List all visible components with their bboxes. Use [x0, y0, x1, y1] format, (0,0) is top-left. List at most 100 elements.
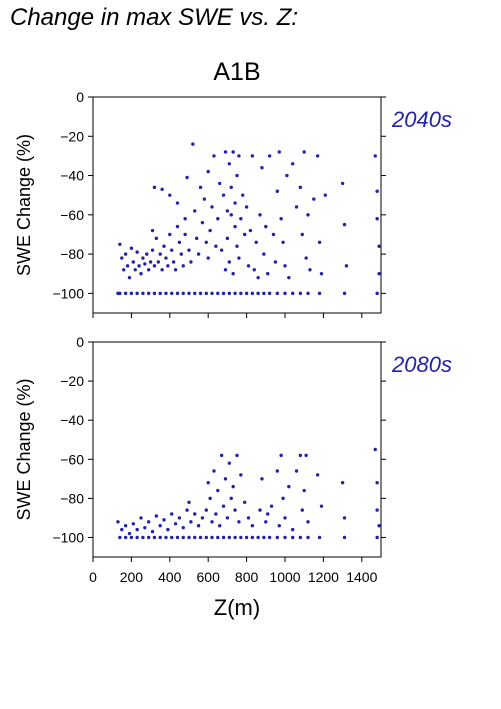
y-axis-label: SWE Change (%)	[14, 378, 34, 520]
data-point	[177, 516, 182, 520]
data-point	[118, 535, 122, 540]
data-point	[171, 260, 176, 264]
data-point	[196, 252, 201, 256]
data-point	[212, 154, 216, 158]
data-point	[154, 236, 159, 241]
plot-frame	[92, 96, 382, 314]
data-point	[323, 193, 328, 197]
data-point	[377, 272, 381, 276]
data-point	[225, 516, 230, 520]
data-point	[187, 248, 191, 252]
data-point	[181, 291, 185, 296]
data-point	[143, 525, 147, 530]
data-point	[135, 250, 139, 254]
data-point	[225, 209, 230, 213]
data-point	[202, 197, 207, 201]
data-point	[170, 248, 174, 252]
data-point	[193, 512, 197, 516]
data-point	[266, 272, 270, 276]
data-point	[221, 193, 226, 197]
y-tick-label: 0	[76, 334, 84, 350]
data-point	[210, 520, 214, 524]
y-tick-label: −100	[52, 285, 84, 301]
data-point	[152, 535, 157, 540]
data-point	[306, 520, 310, 524]
data-point	[135, 291, 139, 296]
data-point	[225, 236, 230, 241]
data-point	[181, 535, 185, 540]
data-point	[244, 291, 249, 296]
data-point	[123, 291, 128, 296]
data-point	[214, 512, 218, 516]
data-point	[141, 256, 145, 260]
data-point	[233, 291, 237, 296]
data-point	[204, 535, 208, 540]
data-point	[342, 535, 347, 540]
data-point	[214, 244, 218, 248]
data-point	[129, 246, 134, 250]
data-point	[179, 252, 184, 256]
data-point	[148, 260, 153, 264]
data-point	[125, 264, 130, 268]
data-point	[290, 162, 295, 166]
data-point	[317, 535, 322, 540]
data-point	[206, 256, 210, 260]
scenario-label: A1B	[213, 58, 260, 86]
data-point	[281, 240, 285, 245]
data-point	[200, 516, 205, 520]
data-point	[315, 473, 320, 477]
data-point	[294, 469, 299, 473]
data-point	[227, 260, 232, 264]
data-point	[216, 217, 220, 221]
data-point	[300, 508, 304, 512]
period-label: 2080s	[391, 352, 452, 377]
data-point	[375, 508, 379, 512]
data-point	[283, 516, 287, 520]
data-point	[120, 256, 124, 260]
data-point	[116, 520, 120, 524]
data-point	[219, 248, 224, 252]
data-point	[342, 222, 347, 227]
data-point	[235, 173, 239, 178]
data-point	[241, 193, 245, 197]
data-point	[242, 500, 247, 504]
data-point	[158, 524, 162, 528]
data-point	[267, 535, 272, 540]
y-tick-label: −80	[60, 246, 84, 262]
data-point	[177, 240, 182, 245]
data-point	[229, 185, 233, 190]
data-point	[266, 512, 270, 516]
data-point	[250, 154, 255, 158]
y-tick-label: 0	[76, 89, 84, 105]
data-point	[223, 268, 228, 272]
data-point	[135, 527, 139, 532]
data-point	[168, 193, 172, 197]
data-point	[377, 244, 381, 248]
data-point	[127, 531, 132, 536]
data-point	[298, 535, 303, 540]
data-point	[239, 291, 243, 296]
x-tick-label: 400	[158, 569, 182, 585]
data-point	[239, 535, 243, 540]
data-point	[237, 154, 241, 158]
data-point	[150, 248, 155, 252]
data-point	[319, 272, 324, 276]
panel-2040s: 0 −20 −40 −60 −80 −100 SWE Change (%) 2040s	[14, 89, 452, 318]
data-point	[210, 205, 214, 209]
data-point	[135, 535, 139, 540]
data-point	[250, 291, 255, 296]
data-point	[170, 512, 174, 516]
data-point	[306, 535, 310, 540]
data-point	[208, 496, 212, 501]
data-point	[283, 291, 287, 296]
data-point	[210, 535, 214, 540]
data-point	[262, 535, 266, 540]
data-point	[139, 516, 143, 520]
data-point	[231, 272, 235, 276]
data-point	[193, 291, 197, 296]
data-point	[287, 275, 291, 280]
data-point	[204, 291, 208, 296]
data-point	[218, 181, 222, 186]
data-point	[131, 260, 136, 264]
data-point	[239, 473, 243, 477]
